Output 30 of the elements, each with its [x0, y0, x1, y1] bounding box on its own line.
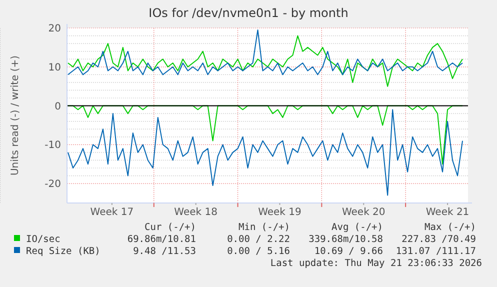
- line-series: [68, 35, 464, 87]
- y-tick-label: 0: [54, 101, 61, 112]
- text: 9.48 /11.53: [133, 246, 196, 257]
- x-tick-label: Week 20: [342, 207, 386, 218]
- line-series: [68, 29, 464, 76]
- legend-label: IO/sec: [26, 234, 60, 245]
- text: Last update: Thu May 21 23:06:33 2026: [270, 258, 482, 269]
- text: 131.07 /111.17: [396, 246, 476, 257]
- y-tick-label: 10: [48, 62, 61, 74]
- x-tick-label: Week 19: [258, 207, 302, 218]
- text: 69.86m/10.81: [127, 234, 196, 245]
- text: 227.83 /70.49: [402, 234, 476, 245]
- text: 0.00 / 5.16: [227, 246, 290, 257]
- line-series: [68, 109, 464, 196]
- text: Avg (-/+): [332, 222, 383, 233]
- y-tick-label: -20: [44, 179, 61, 190]
- y-tick-label: 20: [48, 24, 61, 34]
- text: Cur (-/+): [144, 222, 196, 233]
- x-tick-label: Week 21: [426, 207, 470, 218]
- x-tick-label: Week 18: [174, 207, 218, 218]
- chart-title: IOs for /dev/nvme0n1 - by month: [148, 6, 348, 20]
- text: Max (-/+): [424, 222, 476, 233]
- text: 339.68m/10.58: [308, 234, 384, 245]
- y-axis-title: Units read (-) / write (+): [10, 55, 21, 176]
- text: 0.00 / 2.22: [227, 234, 290, 245]
- text: Min (-/+): [238, 222, 290, 233]
- y-tick-label: -10: [44, 140, 61, 152]
- text: 10.69 / 9.66: [314, 246, 384, 257]
- x-tick-label: Week 17: [90, 207, 134, 218]
- legend-label: Req Size (KB): [26, 246, 100, 257]
